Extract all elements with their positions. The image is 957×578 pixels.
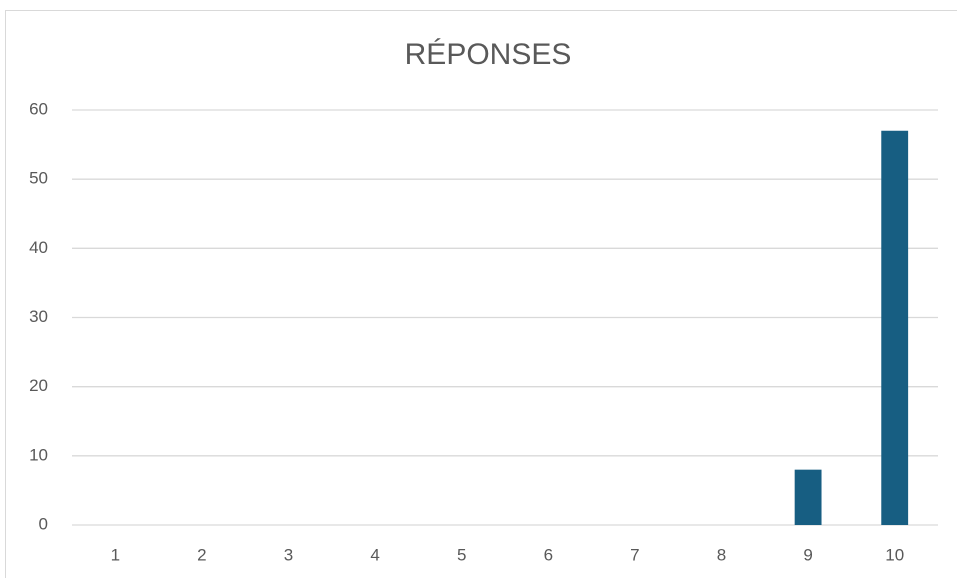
y-tick-label: 60 bbox=[29, 99, 48, 118]
y-tick-label: 0 bbox=[39, 514, 48, 533]
x-tick-label: 1 bbox=[111, 545, 120, 564]
x-tick-label: 8 bbox=[717, 545, 726, 564]
bar bbox=[794, 469, 822, 525]
x-tick-label: 9 bbox=[803, 545, 812, 564]
y-tick-label: 40 bbox=[29, 238, 48, 257]
x-tick-label: 10 bbox=[885, 545, 904, 564]
x-tick-label: 3 bbox=[284, 545, 293, 564]
x-tick-label: 7 bbox=[630, 545, 639, 564]
y-tick-label: 30 bbox=[29, 307, 48, 326]
x-tick-label: 5 bbox=[457, 545, 466, 564]
y-tick-label: 20 bbox=[29, 376, 48, 395]
y-tick-label: 10 bbox=[29, 445, 48, 464]
bar bbox=[881, 130, 909, 525]
y-tick-label: 50 bbox=[29, 169, 48, 188]
x-tick-label: 6 bbox=[544, 545, 553, 564]
x-tick-label: 2 bbox=[197, 545, 206, 564]
x-tick-label: 4 bbox=[370, 545, 379, 564]
chart-title: RÉPONSES bbox=[405, 38, 572, 71]
